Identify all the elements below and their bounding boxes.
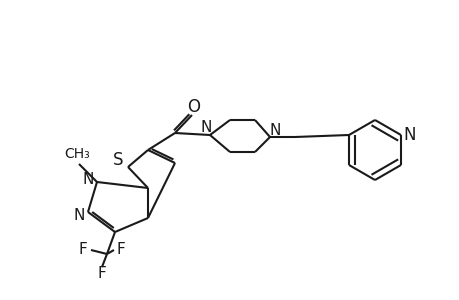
Text: N: N bbox=[269, 122, 280, 137]
Text: N: N bbox=[200, 119, 211, 134]
Text: N: N bbox=[73, 208, 84, 223]
Text: N: N bbox=[403, 126, 415, 144]
Text: F: F bbox=[117, 242, 125, 257]
Text: S: S bbox=[112, 151, 123, 169]
Text: O: O bbox=[187, 98, 200, 116]
Text: CH₃: CH₃ bbox=[64, 147, 90, 161]
Text: F: F bbox=[97, 266, 106, 281]
Text: F: F bbox=[78, 242, 87, 257]
Text: N: N bbox=[82, 172, 94, 187]
